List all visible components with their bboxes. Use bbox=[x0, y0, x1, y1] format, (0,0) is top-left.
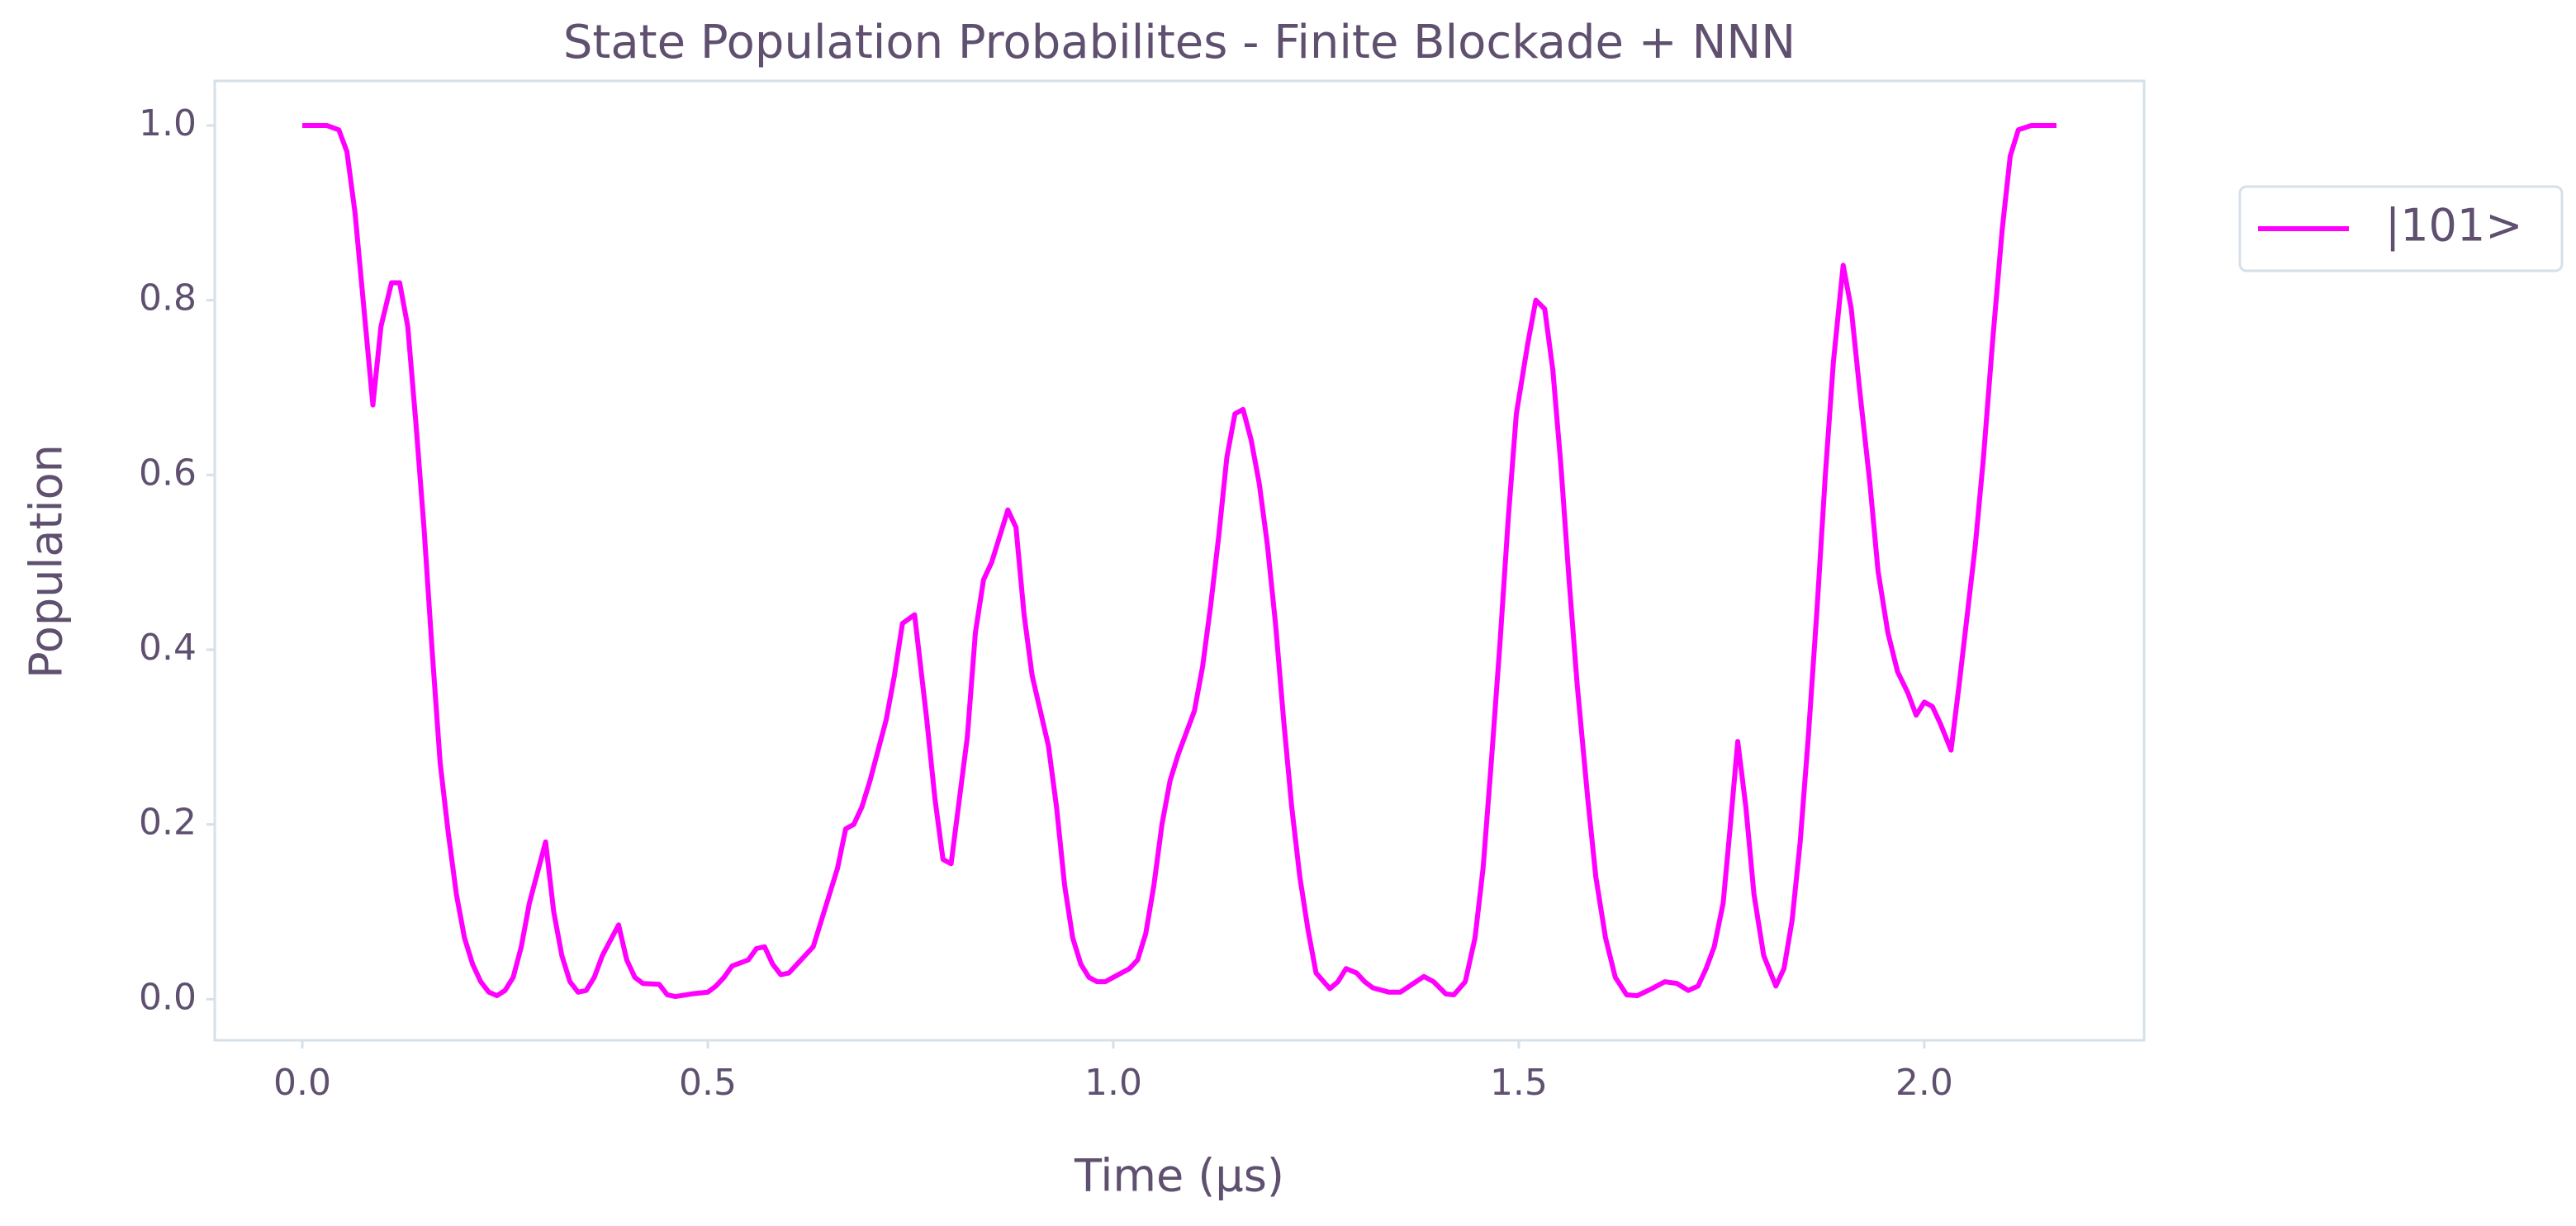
y-axis-label: Population bbox=[21, 444, 73, 679]
chart-title: State Population Probabilites - Finite B… bbox=[563, 16, 1796, 69]
x-tick-label: 2.0 bbox=[1895, 1062, 1953, 1104]
y-tick-label: 0.6 bbox=[139, 452, 197, 494]
x-tick-label: 1.5 bbox=[1490, 1062, 1548, 1104]
y-tick-label: 0.4 bbox=[139, 627, 197, 669]
x-tick-label: 0.5 bbox=[679, 1062, 737, 1104]
x-axis-label: Time (μs) bbox=[1074, 1150, 1284, 1202]
x-tick-label: 0.0 bbox=[273, 1062, 331, 1104]
y-tick-label: 0.8 bbox=[139, 277, 197, 320]
legend-label: |101> bbox=[2385, 200, 2523, 252]
legend-box bbox=[2238, 185, 2564, 272]
y-tick-label: 0.0 bbox=[139, 976, 197, 1018]
y-tick-label: 1.0 bbox=[139, 102, 197, 144]
line-series bbox=[302, 122, 2057, 1000]
y-tick-label: 0.2 bbox=[139, 802, 197, 844]
plot-frame bbox=[213, 79, 2146, 1042]
x-tick-label: 1.0 bbox=[1084, 1062, 1142, 1104]
